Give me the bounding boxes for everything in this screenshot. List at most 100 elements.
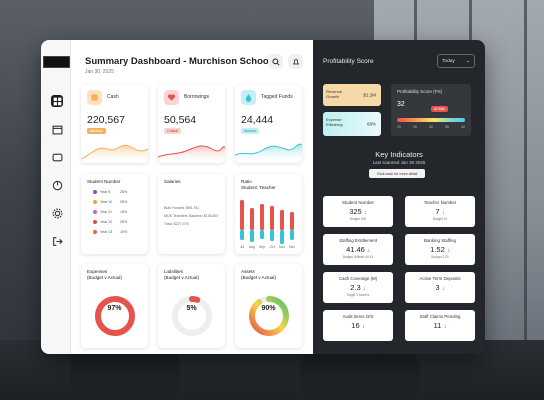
donut-progress — [171, 296, 212, 336]
legend-item: Year 13 15% — [93, 230, 127, 234]
bell-icon — [292, 58, 299, 64]
indicator-subtext: Budget Utilised 40.44 — [342, 255, 374, 259]
tile-label: Expense Efficiency — [326, 117, 344, 127]
salaries-card[interactable]: Salaries Bulk Funded: $95,781 MOE Teache… — [158, 174, 225, 254]
donut-value: 90% — [261, 305, 276, 312]
kpi-card-cash[interactable]: Cash 220,567 Medium — [81, 85, 148, 163]
arrow-down-icon: ↓ — [361, 324, 365, 330]
ratio-bar-teacher — [260, 230, 264, 239]
indicator-subtext: Budget 10 — [432, 217, 448, 221]
tagged-funds-sparkline — [235, 143, 302, 163]
revenue-growth-tile[interactable]: Revenue Growth $1.2M — [323, 84, 381, 106]
indicator-name: Audit Items O/S — [342, 314, 374, 319]
donut-value: 97% — [107, 305, 122, 312]
indicator-card[interactable]: Audit Items O/S 16 ↓ — [323, 310, 393, 341]
arrow-down-icon: ↓ — [362, 286, 366, 292]
background-chair — [300, 350, 420, 400]
kpi-value: 220,567 — [87, 114, 125, 126]
kpi-card-borrowings[interactable]: Borrowings 50,564 Critical — [158, 85, 225, 163]
donut-title: Assets — [241, 269, 255, 274]
legend-value: 15% — [120, 210, 128, 214]
indicator-card[interactable]: Active Term Deposits 3 ↓ — [405, 272, 475, 303]
ratio-bar-teacher — [240, 230, 244, 240]
liabilities-donut — [171, 296, 212, 336]
ratio-bar-chart: Jul Aug Sep Oct Nov Dec — [240, 200, 295, 249]
expenses-donut — [94, 296, 135, 336]
legend-value: 20% — [120, 220, 128, 224]
arrow-down-icon: ↓ — [446, 248, 450, 254]
key-indicators-title: Key Indicators — [375, 150, 423, 159]
expense-efficiency-tile[interactable]: Expense Efficiency 68% — [323, 112, 381, 136]
legend-dot — [93, 230, 97, 234]
ps-scale-bar — [397, 118, 465, 122]
indicator-card[interactable]: Student Number 325 ↓ Budget 300 — [323, 196, 393, 227]
ratio-month-label: Jul — [240, 245, 245, 249]
legend-label: Year 12 — [100, 220, 113, 224]
calendar-icon[interactable] — [51, 123, 63, 135]
cash-sparkline — [81, 144, 148, 163]
kpi-card-tagged-funds[interactable]: Tagged Funds 24,444 Normal — [235, 85, 302, 163]
expenses-card[interactable]: Expenses (Budget v Actual) 97% — [81, 264, 148, 348]
ratio-subtitle: Student: Teacher — [241, 184, 276, 190]
indicator-name: Banking Staffing — [424, 238, 456, 243]
ps-label: Profitability Score (PS) — [397, 89, 443, 94]
profitability-score-card[interactable]: Profitability Score (PS) 32 At Risk 15 2… — [391, 84, 471, 136]
legend-item: Year 9 25% — [93, 190, 127, 194]
student-number-card[interactable]: Student Number Year 9 25% Year 10 25% Year 1… — [81, 174, 148, 254]
ratio-bar-student — [250, 208, 254, 230]
indicator-card[interactable]: Banking Staffing 1.52 ↓ Budget 3.20 — [405, 234, 475, 265]
ps-scale-ticks: 15 25 30 35 40 — [397, 125, 465, 129]
ratio-bar-student — [270, 206, 274, 230]
chat-icon[interactable] — [51, 151, 63, 163]
assets-card[interactable]: Assets (Budget v Actual) 90% — [235, 264, 302, 348]
gear-icon[interactable] — [51, 207, 63, 219]
more-detail-button[interactable]: Click each for more detail — [369, 169, 425, 178]
donut-title: Liabilities — [164, 269, 183, 274]
donut-value: 5% — [186, 305, 197, 312]
status-badge: Medium — [87, 128, 106, 134]
indicator-subtext: Budget 3.20 — [431, 255, 449, 259]
liabilities-card[interactable]: Liabilities (Budget v Actual) 5% — [158, 264, 225, 348]
search-button[interactable] — [268, 54, 283, 69]
card-title: Liabilities (Budget v Actual) — [164, 269, 199, 280]
indicator-name: Teacher Number — [423, 200, 457, 205]
indicator-card[interactable]: Staffing Entitlement 41.46 ↓ Budget Utilis… — [323, 234, 393, 265]
indicator-card[interactable]: Teacher Number 7 ↓ Budget 10 — [405, 196, 475, 227]
indicator-number: 325 — [349, 207, 364, 216]
indicator-number: 11 — [433, 321, 444, 330]
nav-rail — [41, 40, 71, 354]
ratio-bar-teacher — [270, 230, 274, 241]
indicator-card[interactable]: Staff Claims Pending 11 ↓ — [405, 310, 475, 341]
indicator-value: 325 ↓ — [323, 207, 393, 216]
legend-item: Year 11 15% — [93, 210, 127, 214]
period-select[interactable]: Today ⌄ — [437, 54, 475, 68]
borrowings-sparkline — [158, 145, 225, 163]
legend-dot — [93, 210, 97, 214]
last-scanned-text: Last scanned Jan 30 2025 — [372, 160, 426, 165]
notifications-button[interactable] — [288, 54, 303, 69]
grid-icon[interactable] — [51, 95, 63, 107]
ratio-card[interactable]: Ratio Student: Teacher Jul Aug Sep Oct Nov De… — [235, 174, 302, 254]
ratio-month-label: Nov — [279, 245, 285, 249]
ps-tick: 40 — [461, 125, 465, 129]
summary-panel: Summary Dashboard - Murchison School Jan… — [71, 40, 313, 354]
indicator-value: 7 ↓ — [405, 207, 475, 216]
pie-chart-icon[interactable] — [51, 179, 63, 191]
background-chair — [70, 345, 180, 400]
arrow-down-icon: ↓ — [366, 248, 370, 254]
indicator-number: 1.52 — [430, 245, 447, 254]
kpi-value: 24,444 — [241, 114, 274, 126]
logout-icon[interactable] — [51, 235, 63, 247]
donut-progress — [94, 296, 135, 336]
legend-dot — [93, 200, 97, 204]
indicator-name: Staff Claims Pending — [419, 314, 461, 319]
heart-pulse-icon — [164, 90, 179, 105]
indicator-card[interactable]: Cash Coverage (M) 2.3 ↓ Target 3 Months — [323, 272, 393, 303]
card-title: Student Number — [87, 179, 121, 184]
assets-donut — [248, 296, 289, 336]
arrow-down-icon: ↓ — [441, 210, 445, 216]
ps-tick: 35 — [445, 125, 449, 129]
period-value: Today — [442, 58, 455, 64]
ratio-month-label: Oct — [269, 245, 274, 249]
risk-badge: At Risk — [431, 106, 448, 112]
